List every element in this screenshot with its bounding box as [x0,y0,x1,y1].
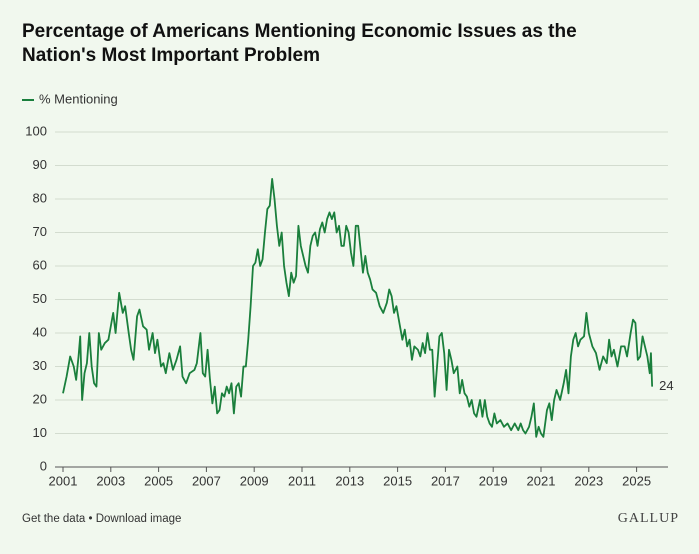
x-tick-label: 2015 [383,473,412,488]
y-tick-label: 30 [33,358,47,373]
x-tick-label: 2019 [479,473,508,488]
x-tick-label: 2007 [192,473,221,488]
x-tick-label: 2023 [574,473,603,488]
line [62,178,654,438]
y-tick-label: 80 [33,190,47,205]
x-tick-label: 2011 [288,473,316,488]
end-label: 24 [659,378,673,393]
x-tick-label: 2021 [527,473,556,488]
x-tick-label: 2025 [622,473,651,488]
link[interactable]: Download image [95,513,182,525]
x-tick-label: 2009 [240,473,269,488]
x-tick-label: 2003 [96,473,125,488]
footer: Get the data • Download image [22,513,181,525]
link[interactable]: Get the data [22,513,86,525]
x-tick-label: 2005 [144,473,173,488]
y-tick-label: 0 [40,458,47,473]
y-tick-label: 40 [33,324,47,339]
separator: • [88,513,93,525]
y-tick-label: 10 [33,425,47,440]
x-tick-label: 2013 [335,473,364,488]
legend-label: % Mentioning [39,91,118,106]
x-tick-label: 2001 [49,473,78,488]
y-tick-label: 70 [33,224,47,239]
y-tick-label: 90 [33,157,47,172]
chart-title: Percentage of Americans Mentioning Econo… [22,21,577,66]
y-tick-label: 20 [33,391,47,406]
y-tick-label: 50 [33,291,47,306]
x-tick-label: 2017 [431,473,460,488]
brand: GALLUP [617,511,679,526]
y-tick-label: 60 [33,257,47,272]
y-tick-label: 100 [25,123,47,138]
